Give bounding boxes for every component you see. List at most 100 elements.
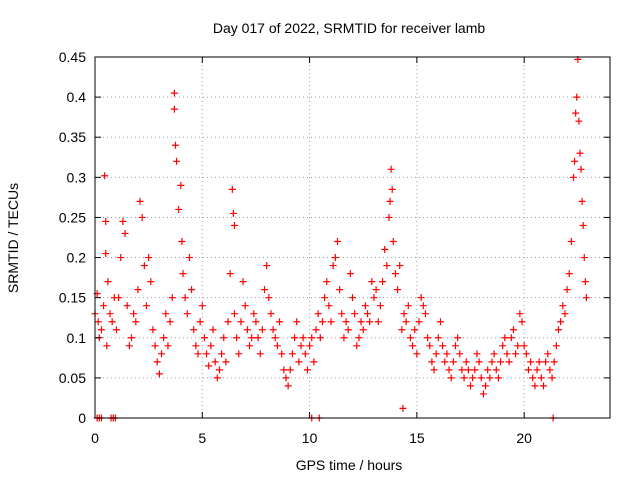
data-point: [162, 310, 170, 318]
data-point: [402, 318, 410, 326]
data-point: [479, 390, 487, 398]
data-point: [561, 310, 569, 318]
data-point: [573, 93, 581, 101]
data-point: [370, 294, 378, 302]
data-point: [325, 302, 333, 310]
x-axis-label: GPS time / hours: [296, 457, 403, 473]
data-point: [160, 334, 168, 342]
data-point: [100, 302, 108, 310]
data-point: [580, 254, 588, 262]
data-point: [125, 342, 133, 350]
data-point: [280, 366, 288, 374]
data-point: [344, 326, 352, 334]
data-point: [577, 165, 585, 173]
data-point: [516, 310, 524, 318]
y-tick-label: 0.1: [67, 330, 87, 346]
data-point: [237, 318, 245, 326]
data-point: [482, 382, 490, 390]
data-point: [522, 350, 530, 358]
y-tick-label: 0.05: [59, 370, 86, 386]
data-point: [533, 366, 541, 374]
data-point: [209, 326, 217, 334]
data-point: [509, 326, 517, 334]
data-point: [535, 358, 543, 366]
data-point: [194, 350, 202, 358]
data-point: [507, 334, 515, 342]
data-point: [226, 270, 234, 278]
data-point: [297, 342, 305, 350]
x-tick-label: 5: [198, 430, 206, 446]
data-point: [115, 294, 123, 302]
data-point: [190, 326, 198, 334]
data-point: [205, 362, 213, 370]
data-point: [579, 221, 587, 229]
data-point: [94, 318, 102, 326]
data-point: [434, 334, 442, 342]
data-point: [432, 350, 440, 358]
x-tick-label: 10: [302, 430, 318, 446]
data-point: [575, 117, 583, 125]
data-point: [374, 318, 382, 326]
data-point: [200, 334, 208, 342]
data-point: [346, 270, 354, 278]
data-point: [514, 342, 522, 350]
data-point: [565, 270, 573, 278]
data-point: [278, 350, 286, 358]
data-point: [233, 334, 241, 342]
data-point: [224, 318, 232, 326]
data-point: [439, 342, 447, 350]
data-point: [295, 358, 303, 366]
data-point: [376, 302, 384, 310]
data-point: [357, 318, 365, 326]
data-point: [462, 358, 470, 366]
y-tick-label: 0.4: [67, 89, 87, 105]
data-point: [306, 342, 314, 350]
data-point: [179, 270, 187, 278]
grid-layer: [95, 57, 610, 418]
data-point: [308, 334, 316, 342]
data-point: [406, 334, 414, 342]
data-point: [241, 302, 249, 310]
data-point: [166, 318, 174, 326]
data-point: [282, 374, 290, 382]
data-point: [524, 366, 532, 374]
data-point: [529, 374, 537, 382]
data-point: [331, 254, 339, 262]
data-point: [173, 157, 181, 165]
data-point: [248, 334, 256, 342]
data-point: [494, 374, 502, 382]
data-point: [456, 350, 464, 358]
data-point: [499, 342, 507, 350]
data-point: [546, 366, 554, 374]
data-point: [379, 278, 387, 286]
points-layer: [91, 55, 590, 422]
data-point: [567, 238, 575, 246]
data-point: [520, 342, 528, 350]
data-point: [261, 286, 269, 294]
data-point: [436, 318, 444, 326]
y-tick-label: 0.25: [59, 209, 86, 225]
data-point: [127, 334, 135, 342]
chart-title: Day 017 of 2022, SRMTID for receiver lam…: [213, 20, 486, 36]
data-point: [196, 318, 204, 326]
data-point: [488, 358, 496, 366]
data-point: [544, 350, 552, 358]
data-point: [97, 326, 105, 334]
data-point: [387, 165, 395, 173]
data-point: [252, 318, 260, 326]
data-point: [497, 358, 505, 366]
data-point: [452, 342, 459, 350]
data-point: [143, 302, 150, 310]
data-point: [229, 209, 237, 217]
data-point: [471, 366, 479, 374]
data-point: [477, 374, 485, 382]
y-tick-label: 0.35: [59, 129, 86, 145]
data-point: [175, 205, 183, 213]
data-point: [578, 197, 586, 205]
data-point: [218, 350, 226, 358]
data-point: [364, 310, 372, 318]
data-point: [430, 366, 438, 374]
x-tick-label: 20: [516, 430, 532, 446]
data-point: [421, 310, 429, 318]
y-tick-label: 0.45: [59, 49, 86, 65]
